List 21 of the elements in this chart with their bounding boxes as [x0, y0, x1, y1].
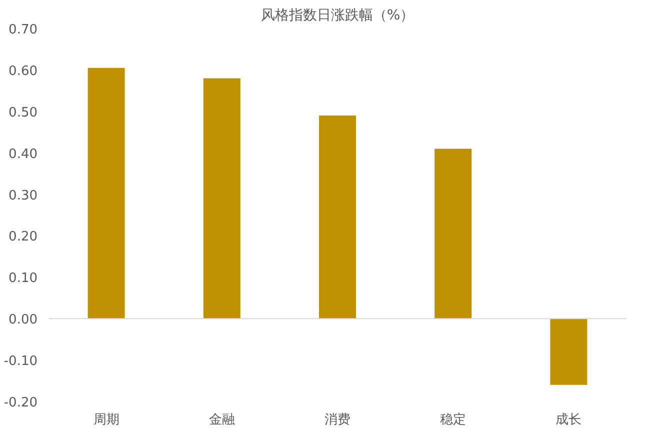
x-tick-label: 稳定	[440, 412, 466, 428]
y-tick-label: 0.00	[8, 312, 38, 328]
y-tick-label: 0.20	[8, 230, 38, 245]
y-tick-label: 0.70	[8, 22, 38, 38]
y-tick-label: 0.40	[8, 146, 38, 162]
y-tick-label: 0.10	[8, 271, 38, 286]
chart-title: 风格指数日涨跌幅（%）	[260, 8, 414, 24]
x-tick-label: 成长	[556, 412, 582, 428]
y-tick-label: -0.10	[4, 354, 38, 370]
bar	[203, 78, 240, 319]
x-tick-label: 周期	[93, 412, 120, 428]
bar	[319, 116, 356, 319]
x-tick-label: 金融	[208, 412, 235, 428]
y-tick-label: 0.30	[8, 188, 38, 204]
y-tick-label: -0.20	[4, 396, 38, 410]
y-tick-label: 0.50	[8, 105, 38, 120]
x-tick-label: 消费	[324, 412, 350, 428]
bar	[434, 148, 472, 319]
bar	[550, 318, 588, 385]
bar	[88, 68, 125, 319]
y-tick-label: 0.60	[8, 64, 38, 79]
